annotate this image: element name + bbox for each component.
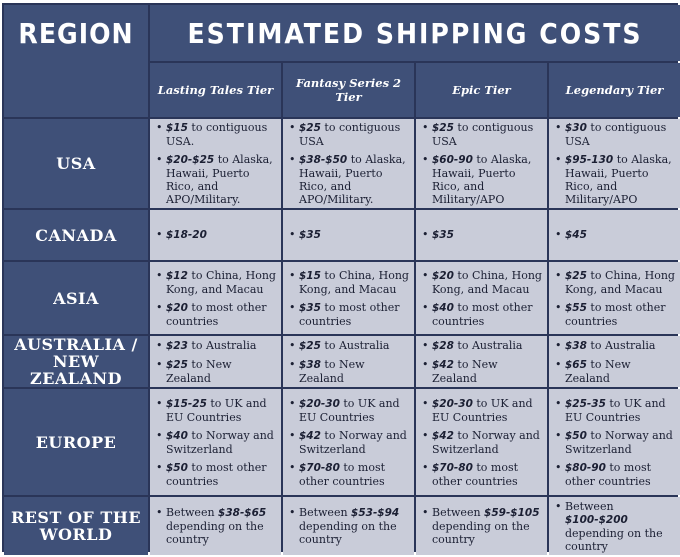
shipping-costs-table-frame: REGION ESTIMATED SHIPPING COSTS Lasting … bbox=[2, 3, 680, 555]
cost-item: $70-80 to most other countries bbox=[288, 461, 410, 488]
cost-item: $25 to New Zealand bbox=[155, 358, 277, 385]
region-header: REGION bbox=[4, 5, 148, 117]
cost-item: $45 bbox=[554, 228, 676, 242]
cost-item: $25-35 to UK and EU Countries bbox=[554, 397, 676, 424]
cost-item: $25 to contiguous USA bbox=[288, 121, 410, 148]
cost-item: Between $100-$200 depending on the count… bbox=[554, 500, 676, 553]
cost-item: $50 to most other countries bbox=[155, 461, 277, 488]
cost-item: $25 to Australia bbox=[288, 339, 410, 353]
cost-cell: $35 bbox=[416, 210, 547, 260]
region-header-text: REGION bbox=[18, 17, 134, 50]
cost-cell: $20-30 to UK and EU Countries $42 to Nor… bbox=[283, 389, 414, 495]
cost-cell: Between $59-$105 depending on the countr… bbox=[416, 497, 547, 555]
cost-cell: $25 to contiguous USA $60-90 to Alaska, … bbox=[416, 119, 547, 208]
cost-item: $40 to Norway and Switzerland bbox=[155, 429, 277, 456]
cost-item: $20-30 to UK and EU Countries bbox=[421, 397, 543, 424]
cost-cell: $38 to Australia $65 to New Zealand bbox=[549, 336, 680, 387]
cost-cell: $25-35 to UK and EU Countries $50 to Nor… bbox=[549, 389, 680, 495]
cost-item: $30 to contiguous USA bbox=[554, 121, 676, 148]
cost-cell: $25 to China, Hong Kong, and Macau $55 t… bbox=[549, 262, 680, 334]
cost-cell: $15 to contiguous USA. $20-$25 to Alaska… bbox=[150, 119, 281, 208]
cost-cell: $35 bbox=[283, 210, 414, 260]
tier-header-fantasy-series-2: Fantasy Series 2 Tier bbox=[283, 63, 414, 117]
cost-item: $20 to most other countries bbox=[155, 301, 277, 328]
shipping-costs-title-text: ESTIMATED SHIPPING COSTS bbox=[187, 16, 643, 50]
cost-item: $20-30 to UK and EU Countries bbox=[288, 397, 410, 424]
region-asia: ASIA bbox=[4, 262, 148, 334]
cost-item: Between $38-$65 depending on the country bbox=[155, 506, 277, 546]
cost-item: $70-80 to most other countries bbox=[421, 461, 543, 488]
region-usa: USA bbox=[4, 119, 148, 208]
cost-cell: $28 to Australia $42 to New Zealand bbox=[416, 336, 547, 387]
cost-item: $23 to Australia bbox=[155, 339, 277, 353]
shipping-costs-table: REGION ESTIMATED SHIPPING COSTS Lasting … bbox=[2, 3, 680, 557]
cost-item: $28 to Australia bbox=[421, 339, 543, 353]
cost-item: $18-20 bbox=[155, 228, 277, 242]
cost-cell: $23 to Australia $25 to New Zealand bbox=[150, 336, 281, 387]
cost-cell: $20 to China, Hong Kong, and Macau $40 t… bbox=[416, 262, 547, 334]
cost-item: $12 to China, Hong Kong, and Macau bbox=[155, 269, 277, 296]
cost-cell: $12 to China, Hong Kong, and Macau $20 t… bbox=[150, 262, 281, 334]
region-canada: CANADA bbox=[4, 210, 148, 260]
cost-cell: $18-20 bbox=[150, 210, 281, 260]
region-australia-new-zealand: AUSTRALIA / NEW ZEALAND bbox=[4, 336, 148, 387]
cost-item: $42 to Norway and Switzerland bbox=[288, 429, 410, 456]
cost-item: $20 to China, Hong Kong, and Macau bbox=[421, 269, 543, 296]
shipping-costs-title: ESTIMATED SHIPPING COSTS bbox=[150, 5, 680, 61]
cost-item: $15 to contiguous USA. bbox=[155, 121, 277, 148]
cost-item: $42 to Norway and Switzerland bbox=[421, 429, 543, 456]
cost-item: $38-$50 to Alaska, Hawaii, Puerto Rico, … bbox=[288, 153, 410, 206]
cost-item: $80-90 to most other countries bbox=[554, 461, 676, 488]
cost-item: $38 to Australia bbox=[554, 339, 676, 353]
tier-header-legendary: Legendary Tier bbox=[549, 63, 680, 117]
cost-cell: $20-30 to UK and EU Countries $42 to Nor… bbox=[416, 389, 547, 495]
tier-header-lasting-tales: Lasting Tales Tier bbox=[150, 63, 281, 117]
cost-item: $50 to Norway and Switzerland bbox=[554, 429, 676, 456]
cost-cell: $15-25 to UK and EU Countries $40 to Nor… bbox=[150, 389, 281, 495]
cost-item: $15-25 to UK and EU Countries bbox=[155, 397, 277, 424]
cost-item: $65 to New Zealand bbox=[554, 358, 676, 385]
cost-item: $38 to New Zealand bbox=[288, 358, 410, 385]
cost-cell: $25 to Australia $38 to New Zealand bbox=[283, 336, 414, 387]
cost-cell: Between $100-$200 depending on the count… bbox=[549, 497, 680, 555]
tier-header-epic: Epic Tier bbox=[416, 63, 547, 117]
cost-cell: Between $38-$65 depending on the country bbox=[150, 497, 281, 555]
cost-item: $20-$25 to Alaska, Hawaii, Puerto Rico, … bbox=[155, 153, 277, 206]
cost-cell: $45 bbox=[549, 210, 680, 260]
cost-item: $95-130 to Alaska, Hawaii, Puerto Rico, … bbox=[554, 153, 676, 206]
cost-item: Between $59-$105 depending on the countr… bbox=[421, 506, 543, 546]
cost-item: $35 to most other countries bbox=[288, 301, 410, 328]
cost-item: $35 bbox=[421, 228, 543, 242]
cost-item: $42 to New Zealand bbox=[421, 358, 543, 385]
region-rest-of-the-world: REST OF THE WORLD bbox=[4, 497, 148, 555]
cost-cell: $25 to contiguous USA $38-$50 to Alaska,… bbox=[283, 119, 414, 208]
cost-item: $40 to most other countries bbox=[421, 301, 543, 328]
cost-item: $55 to most other countries bbox=[554, 301, 676, 328]
cost-cell: $30 to contiguous USA $95-130 to Alaska,… bbox=[549, 119, 680, 208]
cost-item: $35 bbox=[288, 228, 410, 242]
cost-item: $25 to China, Hong Kong, and Macau bbox=[554, 269, 676, 296]
cost-item: $25 to contiguous USA bbox=[421, 121, 543, 148]
region-europe: EUROPE bbox=[4, 389, 148, 495]
cost-item: $60-90 to Alaska, Hawaii, Puerto Rico, a… bbox=[421, 153, 543, 206]
cost-cell: Between $53-$94 depending on the country bbox=[283, 497, 414, 555]
cost-item: $15 to China, Hong Kong, and Macau bbox=[288, 269, 410, 296]
cost-cell: $15 to China, Hong Kong, and Macau $35 t… bbox=[283, 262, 414, 334]
cost-item: Between $53-$94 depending on the country bbox=[288, 506, 410, 546]
